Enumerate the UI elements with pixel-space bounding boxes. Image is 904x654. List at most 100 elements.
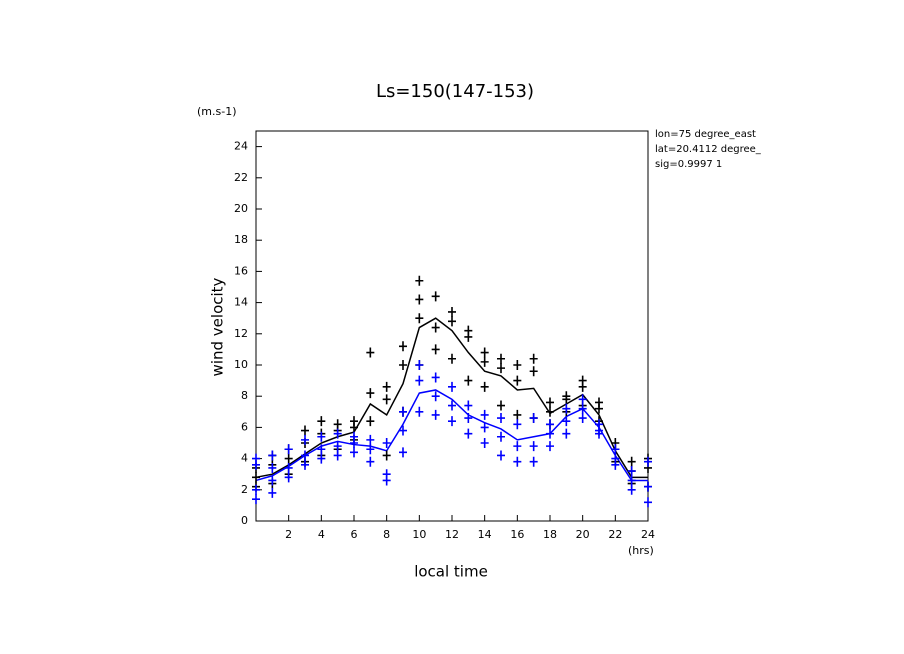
y-tick-label: 6: [241, 420, 248, 433]
cross-marker: [431, 409, 440, 420]
x-unit: (hrs): [628, 544, 654, 557]
y-tick-label: 14: [234, 296, 248, 309]
y-tick-label: 18: [234, 233, 248, 246]
cross-marker: [301, 425, 309, 436]
cross-marker: [382, 450, 391, 461]
x-axis-label: local time: [414, 563, 488, 581]
cross-marker: [268, 462, 277, 473]
cross-marker: [562, 403, 571, 414]
cross-marker: [513, 409, 522, 420]
cross-marker: [366, 434, 375, 445]
cross-marker: [350, 416, 358, 427]
y-tick-label: 24: [234, 140, 248, 153]
cross-marker: [611, 444, 620, 455]
cross-marker: [382, 469, 391, 480]
cross-marker: [382, 438, 391, 448]
y-tick-label: 0: [241, 514, 248, 527]
cross-marker: [546, 419, 554, 430]
cross-marker: [366, 456, 375, 467]
cross-marker: [480, 356, 489, 367]
cross-marker: [415, 375, 424, 386]
cross-marker: [578, 403, 587, 414]
cross-marker: [431, 372, 440, 383]
cross-marker: [480, 438, 489, 448]
cross-marker: [497, 353, 505, 364]
cross-marker: [366, 444, 375, 455]
cross-marker: [627, 475, 636, 486]
cross-marker: [268, 487, 277, 498]
x-tick-label: 22: [608, 528, 622, 541]
cross-marker: [464, 428, 473, 439]
y-tick-label: 4: [241, 452, 248, 465]
annotation: lon=75 degree_east: [655, 129, 756, 140]
cross-marker: [627, 484, 636, 495]
y-tick-label: 16: [234, 264, 248, 277]
cross-marker: [382, 381, 391, 392]
cross-marker: [350, 431, 358, 442]
cross-marker: [464, 400, 473, 411]
cross-marker: [546, 406, 554, 417]
cross-marker: [333, 450, 342, 461]
cross-marker: [448, 416, 456, 427]
x-tick-label: 4: [318, 528, 325, 541]
cross-marker: [350, 447, 358, 458]
cross-marker: [578, 394, 587, 405]
cross-marker: [464, 413, 473, 424]
cross-marker: [513, 360, 522, 370]
x-tick-label: 2: [285, 528, 292, 541]
cross-marker: [497, 413, 505, 424]
cross-marker: [415, 360, 424, 370]
cross-marker: [464, 375, 473, 386]
x-tick-label: 18: [543, 528, 557, 541]
y-axis-label: wind velocity: [209, 277, 227, 376]
cross-marker: [399, 447, 407, 458]
cross-marker: [627, 456, 636, 467]
cross-marker: [382, 394, 391, 405]
cross-marker: [529, 353, 538, 364]
cross-marker: [431, 344, 440, 355]
cross-marker: [431, 291, 440, 302]
cross-marker: [497, 363, 505, 374]
x-tick-label: 16: [510, 528, 524, 541]
cross-marker: [333, 419, 342, 430]
cross-marker: [415, 406, 424, 417]
cross-marker: [578, 413, 587, 424]
cross-marker: [480, 347, 489, 358]
cross-marker: [513, 419, 522, 430]
cross-marker: [644, 497, 652, 508]
cross-marker: [268, 450, 277, 461]
cross-marker: [415, 294, 424, 305]
y-tick-label: 8: [241, 389, 248, 402]
cross-marker: [611, 453, 620, 464]
annotation: sig=0.9997 1: [655, 159, 722, 170]
cross-marker: [431, 391, 440, 402]
cross-marker: [366, 347, 375, 358]
cross-marker: [644, 456, 652, 467]
cross-marker: [497, 450, 505, 461]
cross-marker: [399, 425, 407, 436]
y-unit: (m.s-1): [197, 105, 237, 118]
cross-marker: [562, 428, 571, 439]
cross-marker: [399, 360, 407, 370]
cross-marker: [627, 466, 636, 477]
cross-marker: [252, 494, 260, 505]
cross-marker: [513, 375, 522, 386]
cross-marker: [448, 316, 456, 327]
cross-marker: [268, 475, 277, 486]
cross-marker: [480, 381, 489, 392]
cross-marker: [333, 441, 342, 452]
cross-marker: [252, 472, 260, 483]
cross-marker: [644, 481, 652, 492]
y-tick-label: 12: [234, 327, 248, 340]
cross-marker: [562, 416, 571, 427]
cross-marker: [529, 366, 538, 377]
x-tick-label: 14: [478, 528, 492, 541]
cross-marker: [399, 406, 407, 417]
cross-marker: [301, 450, 309, 461]
cross-marker: [317, 453, 326, 464]
cross-marker: [284, 453, 293, 464]
cross-marker: [284, 472, 293, 483]
cross-marker: [595, 397, 603, 408]
cross-marker: [529, 441, 538, 452]
